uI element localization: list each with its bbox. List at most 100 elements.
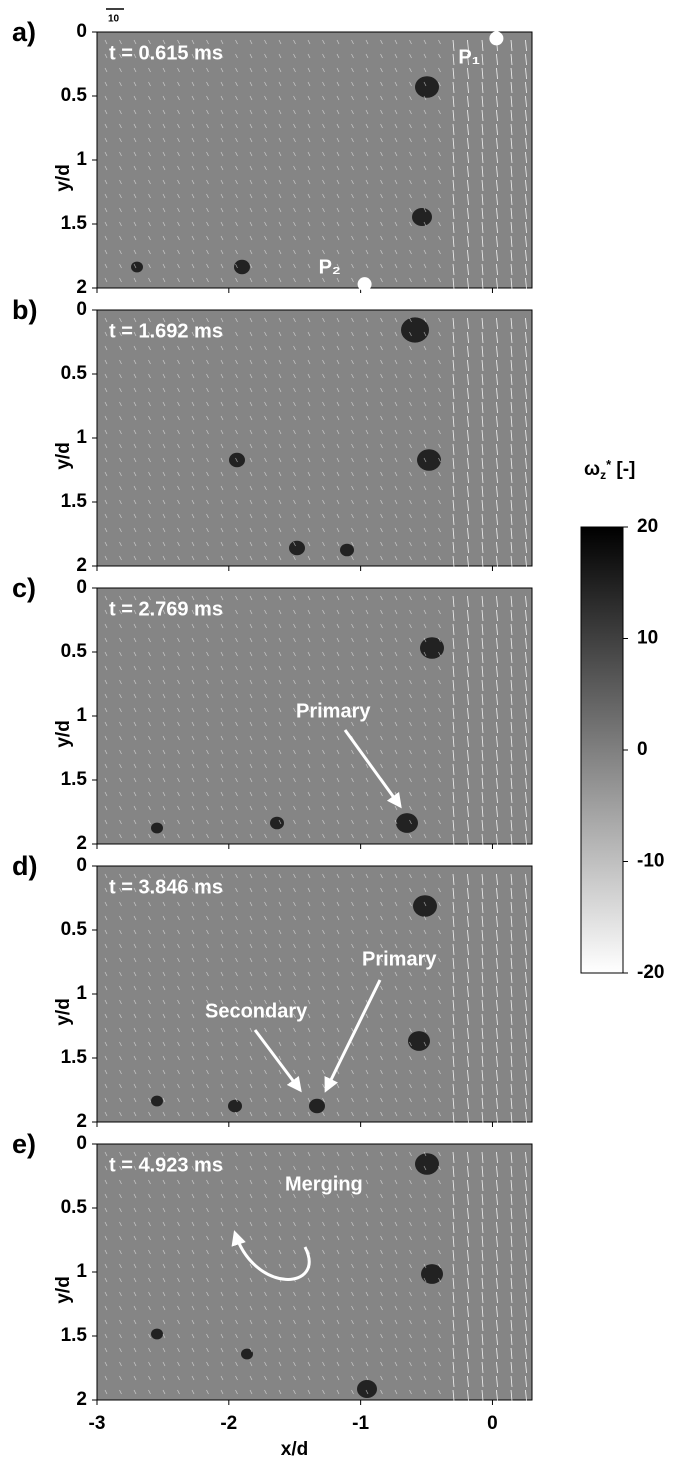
- vector: [104, 1165, 108, 1171]
- vector: [525, 1319, 527, 1332]
- vector: [351, 887, 354, 893]
- vector: [481, 1361, 484, 1374]
- vector: [394, 1221, 398, 1227]
- vector: [133, 221, 137, 227]
- vector: [293, 665, 296, 671]
- vector: [249, 485, 253, 491]
- vector: [191, 735, 195, 741]
- vector: [409, 429, 412, 435]
- vector: [365, 263, 369, 269]
- point-marker: [357, 277, 372, 292]
- vector: [322, 1111, 325, 1117]
- vector: [525, 1041, 527, 1054]
- vector: [191, 1277, 195, 1283]
- vector: [380, 637, 383, 643]
- vector: [409, 151, 412, 157]
- vector: [467, 1151, 469, 1164]
- vector: [119, 1333, 122, 1339]
- vector: [249, 1277, 253, 1283]
- vector: [206, 833, 209, 839]
- vector: [496, 137, 498, 150]
- vector: [119, 1291, 122, 1297]
- vector: [249, 763, 253, 769]
- vector: [235, 679, 238, 685]
- vector: [365, 887, 369, 893]
- vector: [162, 401, 166, 407]
- vector: [104, 609, 108, 615]
- vector: [496, 359, 498, 372]
- vector: [133, 67, 137, 73]
- vector: [191, 513, 195, 519]
- vector: [438, 1111, 441, 1117]
- vector: [264, 95, 267, 101]
- vector: [264, 833, 267, 839]
- vector: [249, 53, 253, 59]
- vector: [380, 95, 383, 101]
- vector: [467, 1027, 469, 1040]
- vortex-blob: [151, 822, 163, 834]
- vector: [307, 623, 311, 629]
- vector: [380, 263, 383, 269]
- vector: [525, 53, 527, 66]
- vector: [510, 1041, 513, 1054]
- vector: [148, 471, 151, 477]
- vector: [133, 1151, 137, 1157]
- vector: [510, 429, 513, 442]
- vector: [496, 109, 498, 122]
- vector: [133, 471, 137, 477]
- vector: [322, 1041, 325, 1047]
- vector: [525, 1207, 527, 1220]
- vector: [249, 221, 253, 227]
- vector: [220, 1083, 224, 1089]
- vector: [394, 1069, 398, 1075]
- vector: [452, 1179, 455, 1192]
- vector: [177, 1027, 180, 1033]
- vector: [351, 235, 354, 241]
- vector: [525, 1013, 527, 1026]
- vector: [496, 1235, 498, 1248]
- vector: [133, 1013, 137, 1019]
- vector: [235, 735, 238, 741]
- vector: [148, 1249, 151, 1255]
- vector: [278, 1165, 282, 1171]
- y-tick-label: 1: [76, 983, 87, 1004]
- vector: [162, 971, 166, 977]
- vector: [278, 1041, 282, 1047]
- vector: [119, 123, 122, 129]
- vector: [206, 1055, 209, 1061]
- vector: [380, 887, 383, 893]
- vector: [467, 1291, 469, 1304]
- vector: [525, 971, 527, 984]
- vector: [394, 735, 398, 741]
- vortex-blob: [228, 1099, 242, 1113]
- vector: [307, 1235, 311, 1241]
- vector: [293, 651, 296, 657]
- vector: [264, 527, 267, 533]
- vector: [191, 457, 195, 463]
- vector: [264, 1333, 267, 1339]
- vector: [104, 1151, 108, 1157]
- vector: [409, 179, 412, 185]
- vector: [235, 1083, 238, 1089]
- vector: [423, 1111, 427, 1117]
- vector: [119, 1277, 122, 1283]
- vector: [191, 1041, 195, 1047]
- vector: [496, 985, 498, 998]
- vector: [148, 499, 151, 505]
- vector: [177, 1055, 180, 1061]
- vector: [249, 331, 253, 337]
- vector: [525, 555, 527, 568]
- vector: [496, 317, 498, 330]
- panel-label: a): [12, 17, 36, 47]
- vector: [162, 95, 166, 101]
- vector: [409, 95, 412, 101]
- vector: [307, 137, 311, 143]
- vector: [394, 887, 398, 893]
- vector: [162, 1333, 166, 1339]
- vector: [322, 957, 325, 963]
- vector: [235, 651, 238, 657]
- vector: [467, 873, 469, 886]
- vector: [235, 721, 238, 727]
- vector: [162, 67, 166, 73]
